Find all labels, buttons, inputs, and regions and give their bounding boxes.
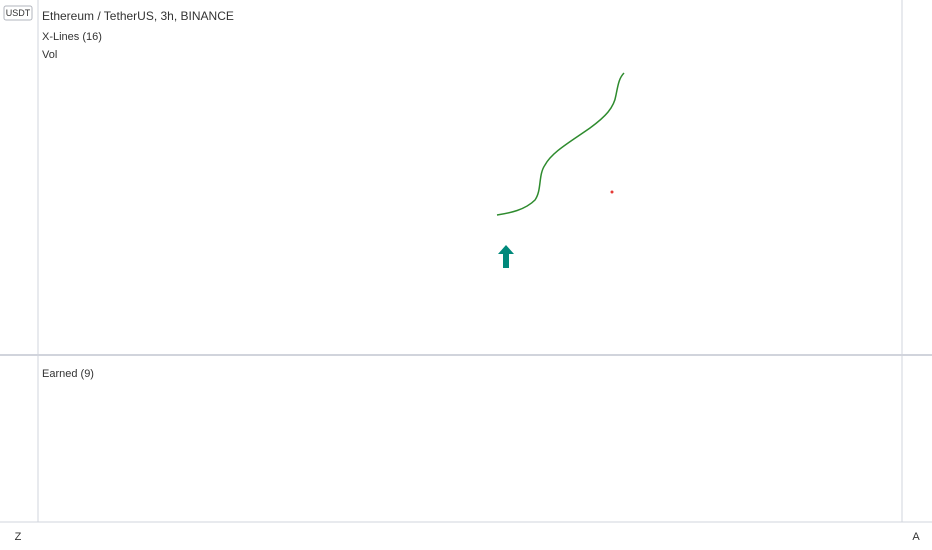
marker-dot [610, 190, 614, 194]
corner-label[interactable]: A [912, 531, 920, 543]
lower-title: Earned (9) [42, 368, 94, 380]
indicator-label: Vol [42, 49, 57, 61]
currency: USDT [6, 8, 31, 18]
indicator-label: X-Lines (16) [42, 31, 102, 43]
currency-badge[interactable] [3, 5, 33, 21]
chart-title: Ethereum / TetherUS, 3h, BINANCE [42, 9, 234, 23]
up-arrow [498, 245, 514, 268]
corner-label[interactable]: Z [15, 531, 22, 543]
projection-curve [496, 72, 625, 216]
